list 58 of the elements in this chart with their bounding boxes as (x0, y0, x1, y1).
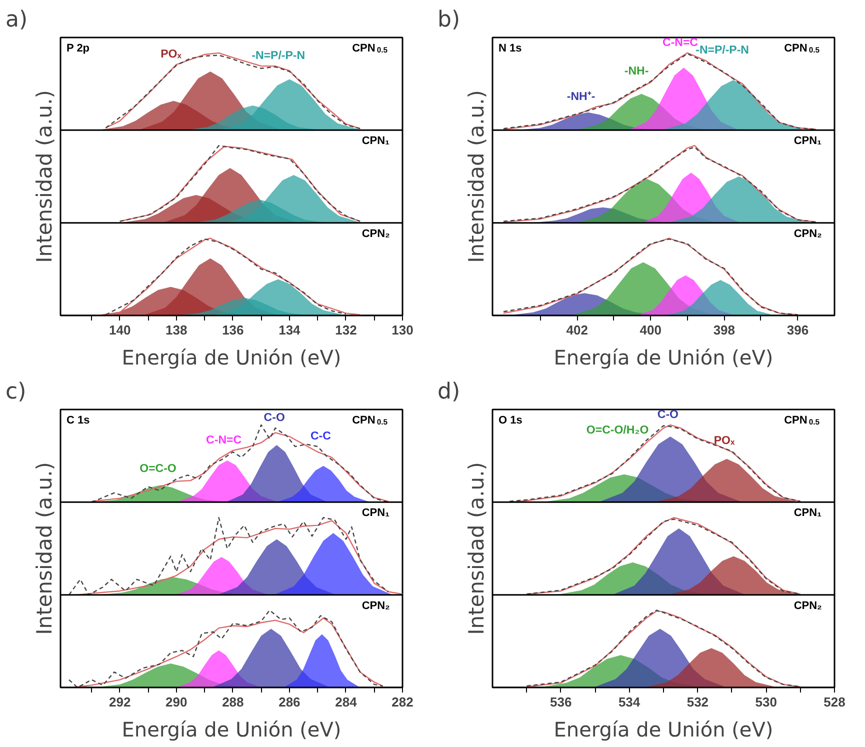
annotation: CPN₂ (362, 228, 390, 240)
x-tick-label: 290 (166, 694, 188, 710)
chart-title: c) (6, 380, 26, 404)
x-tick-label: 132 (335, 322, 357, 338)
series-label: -NH- (624, 66, 649, 78)
x-tick-label: 400 (640, 322, 662, 338)
annotation: CPN₁ (362, 135, 390, 148)
x-tick-label: 130 (392, 322, 414, 338)
x-axis-title: Energía de Unión (eV) (122, 718, 342, 742)
chart-title: a) (6, 8, 28, 32)
x-tick-label: 284 (335, 694, 358, 710)
x-tick-label: 402 (566, 322, 588, 338)
text: POₓ (160, 48, 182, 61)
chart-subtitle: O 1s (498, 414, 522, 426)
x-axis-title: Energía de Unión (eV) (554, 718, 774, 742)
y-axis-title: Intensidad (a.u.) (32, 462, 56, 635)
annotation: CPN₁ (794, 507, 822, 520)
x-tick-label: 282 (392, 694, 414, 710)
x-tick-label: 288 (222, 694, 244, 710)
series-label: C-O (264, 412, 285, 424)
series-label: O=C-O (140, 463, 176, 475)
x-tick-label: 536 (550, 694, 572, 710)
x-axis-title: Energía de Unión (eV) (122, 346, 342, 370)
text: C-N=C (662, 36, 698, 49)
series-label: -N=P/-P-N (252, 50, 306, 62)
x-tick-label: 534 (618, 694, 641, 710)
x-tick-label: 286 (278, 694, 300, 710)
text: C-C (310, 430, 331, 443)
series-label: C-O (657, 408, 679, 421)
annotation: CPN₂ (794, 228, 822, 240)
x-tick-label: 140 (109, 322, 131, 338)
x-axis-title: Energía de Unión (eV) (554, 346, 774, 370)
text: O=C-O/H₂O (586, 424, 649, 436)
text: -N=P/-P-N (696, 44, 749, 57)
y-axis-title: Intensidad (a.u.) (464, 90, 488, 263)
chart-title: d) (438, 380, 460, 404)
x-tick-label: 136 (222, 322, 244, 338)
chart-subtitle: P 2p (66, 42, 90, 54)
x-tick-label: 292 (109, 694, 131, 710)
x-tick-label: 138 (166, 322, 188, 338)
x-tick-label: 134 (278, 322, 302, 338)
annotation: CPN₂ (794, 600, 822, 612)
annotation: CPN₂ (362, 600, 390, 612)
chart-subtitle: N 1s (498, 42, 522, 54)
annotation: CPN₁ (794, 135, 822, 148)
series-label: POₓ (714, 435, 736, 448)
annotation: CPN₁ (362, 507, 390, 520)
x-tick-label: 528 (824, 694, 846, 710)
x-tick-label: 532 (686, 694, 709, 710)
y-axis-title: Intensidad (a.u.) (464, 462, 488, 635)
series-label: -NH⁺- (566, 91, 596, 103)
y-axis-title: Intensidad (a.u.) (32, 90, 56, 263)
x-tick-label: 396 (786, 322, 809, 338)
chart-title: b) (438, 8, 460, 32)
x-tick-label: 398 (713, 322, 736, 338)
chart-subtitle: C 1s (66, 414, 90, 426)
series-label: C-N=C (206, 434, 242, 446)
x-tick-label: 530 (755, 694, 777, 710)
